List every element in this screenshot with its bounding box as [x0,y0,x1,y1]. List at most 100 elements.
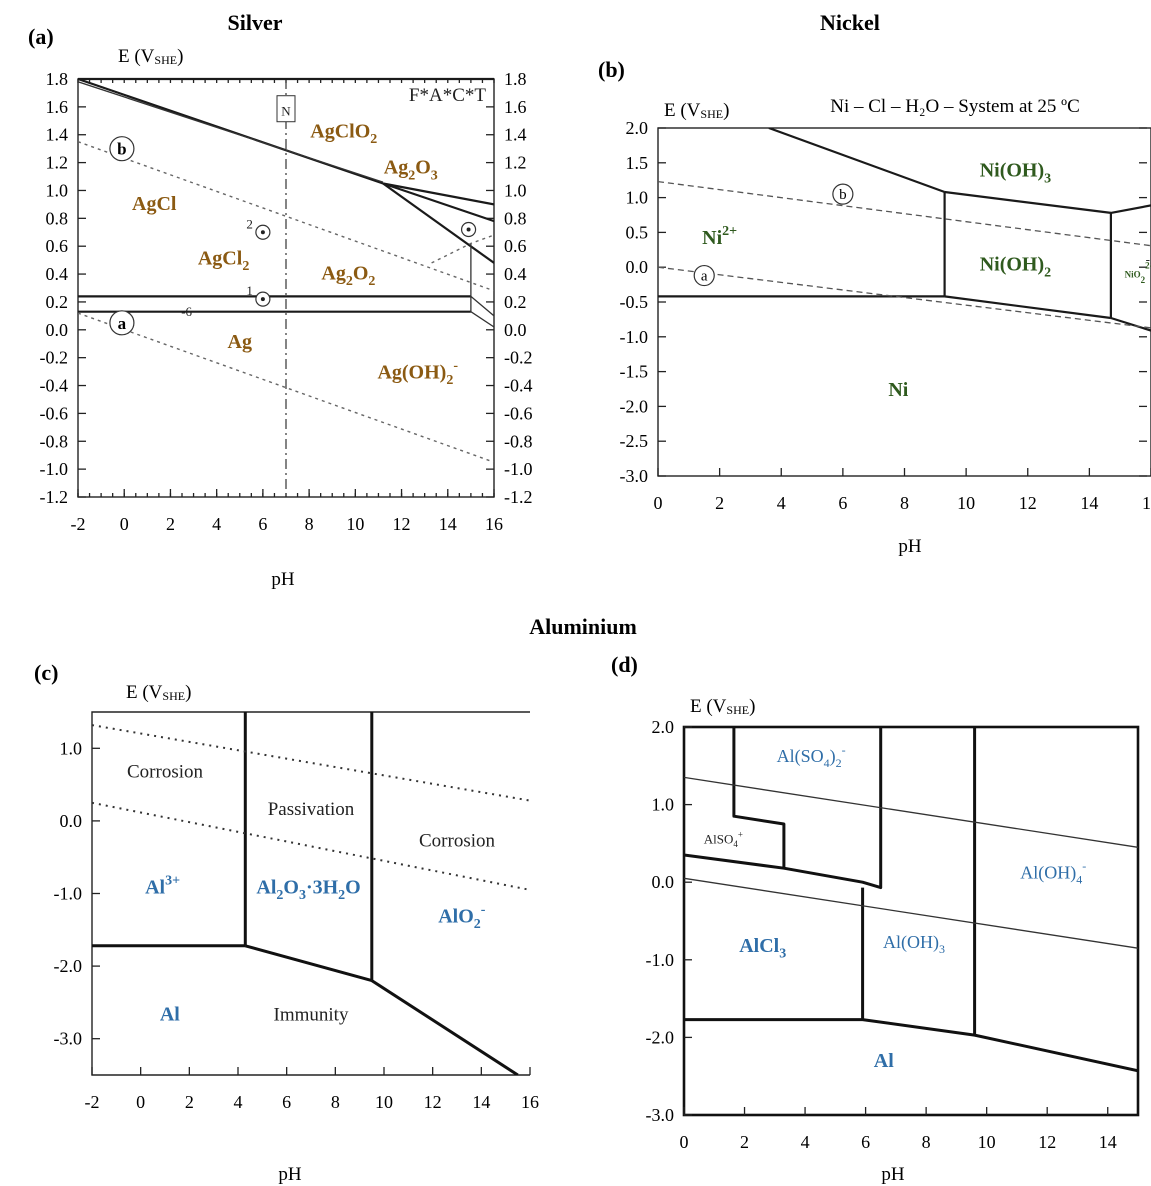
x-tick-label: 12 [424,1092,442,1112]
boundary-line-secondary [78,81,384,183]
x-tick-label: 16 [1142,493,1151,513]
y-tick-label: 0.5 [626,222,649,242]
region-label: AlSO4+ [704,830,743,849]
tick-marks [657,127,1151,477]
boundary-line [684,727,883,890]
series-group [78,79,494,463]
aluminium-pourbaix-chart-c: -2 0 2 4 6 8 10 12 14 16 1.0 0.0 -1.0 -2.0 -3.0 E (VSHE… [54,682,540,1185]
y-tick-label: -2.0 [620,396,649,416]
region-label: AgCl2 [198,247,249,274]
panel-d-letter: (d) [611,652,638,677]
water-line-b [658,180,1151,247]
y-tick-label: -0.2 [40,348,69,368]
line-number-label: -2 [1146,252,1151,267]
x-tick-label: 0 [136,1092,145,1112]
y-tick-label-right: 0.4 [504,264,527,284]
boundary-line [78,79,384,185]
x-tick-label: 6 [838,493,847,513]
boundary-line [944,190,1112,214]
tick-marks [683,726,1109,1116]
region-label: Al2O3·3H2O [256,877,360,904]
water-line-a [684,877,1138,949]
y-tick-label: 0.8 [46,208,69,228]
y-tick-label-right: 0.2 [504,292,527,312]
y-tick-label: 1.2 [46,153,69,173]
boundary-line [370,979,519,1075]
y-tick-label: -3.0 [620,466,649,486]
region-label: Al(OH)3 [883,932,945,956]
x-tick-label: 8 [922,1132,931,1152]
region-label: Al [160,1004,180,1026]
boundary-line [470,295,494,317]
y-tick-label-right: 1.4 [504,125,527,145]
region-label: Corrosion [419,830,496,851]
x-tick-label: 4 [234,1092,243,1112]
boundary-line [1110,204,1151,214]
y-tick-label: -3.0 [646,1105,675,1125]
y-tick-label: -0.5 [620,292,649,312]
n-marker-box [276,95,296,123]
region-label: AgCl [132,193,177,215]
y-tick-label: 1.4 [46,125,69,145]
y-tick-label: 1.0 [60,738,83,758]
y-tick-label: 2.0 [626,118,649,138]
boundary-line [470,311,494,328]
water-line-a [658,266,1151,329]
y-tick-label: -0.6 [40,403,69,423]
x-tick-label: 14 [1080,493,1098,513]
water-line-b [684,776,1138,848]
region-label: NiO22- [1125,261,1151,286]
x-tick-label: 6 [861,1132,870,1152]
x-tick-label: 2 [166,514,175,534]
x-axis-label: pH [278,1164,302,1185]
dot-marker-label: 2 [246,216,253,231]
y-tick-label-right: -1.0 [504,459,533,479]
panel-b-letter: (b) [598,57,625,82]
x-tick-label: 0 [654,493,663,513]
x-tick-label: 12 [1019,493,1037,513]
region-label: Corrosion [127,761,204,782]
x-tick-label: -2 [71,514,86,534]
x-tick-label: 8 [900,493,909,513]
x-tick-label: 6 [282,1092,291,1112]
fact-stamp: F*A*C*T [409,85,486,106]
y-tick-label: -2.0 [54,956,83,976]
x-tick-label: 12 [1038,1132,1056,1152]
region-label: AlO2- [438,903,486,933]
x-tick-label: 8 [305,514,314,534]
boundary-line [382,182,494,264]
y-tick-label-right: -0.8 [504,431,533,451]
region-label: Ag2O2 [321,263,375,290]
y-tick-label: -1.5 [620,362,649,382]
region-label: Ag2O3 [384,157,438,184]
y-tick-label-right: -1.2 [504,487,533,507]
region-label: Ni(OH)2 [980,254,1051,281]
line-number-label: -6 [181,304,192,319]
circle-marker-label-a: a [118,314,127,333]
y-tick-label: 1.8 [46,69,69,89]
boundary-line [768,128,945,194]
y-tick-label: 2.0 [652,717,675,737]
y-tick-label: -1.0 [646,950,675,970]
region-label: Al [874,1050,894,1072]
y-tick-label-right: -0.4 [504,376,533,396]
region-label: Ni [888,379,908,401]
silver-title: Silver [228,10,283,35]
dot-marker-center [466,227,471,232]
y-tick-label-right: 0.0 [504,320,527,340]
x-axis-label: pH [881,1164,905,1185]
region-label: AgClO2 [310,121,377,148]
y-axis-label: E (VSHE) [664,100,729,121]
x-tick-label: 8 [331,1092,340,1112]
boundary-line [244,944,373,983]
chart-subtitle: Ni – Cl – H₂O – System at 25 ºC [830,96,1080,117]
x-tick-label: 14 [439,514,457,534]
y-tick-label: 1.0 [652,795,675,815]
series-group [658,128,1151,332]
y-tick-label: 0.0 [626,257,649,277]
x-tick-label: 2 [740,1132,749,1152]
x-tick-label: 10 [978,1132,996,1152]
x-tick-label: 6 [258,514,267,534]
series-group [92,712,530,1075]
